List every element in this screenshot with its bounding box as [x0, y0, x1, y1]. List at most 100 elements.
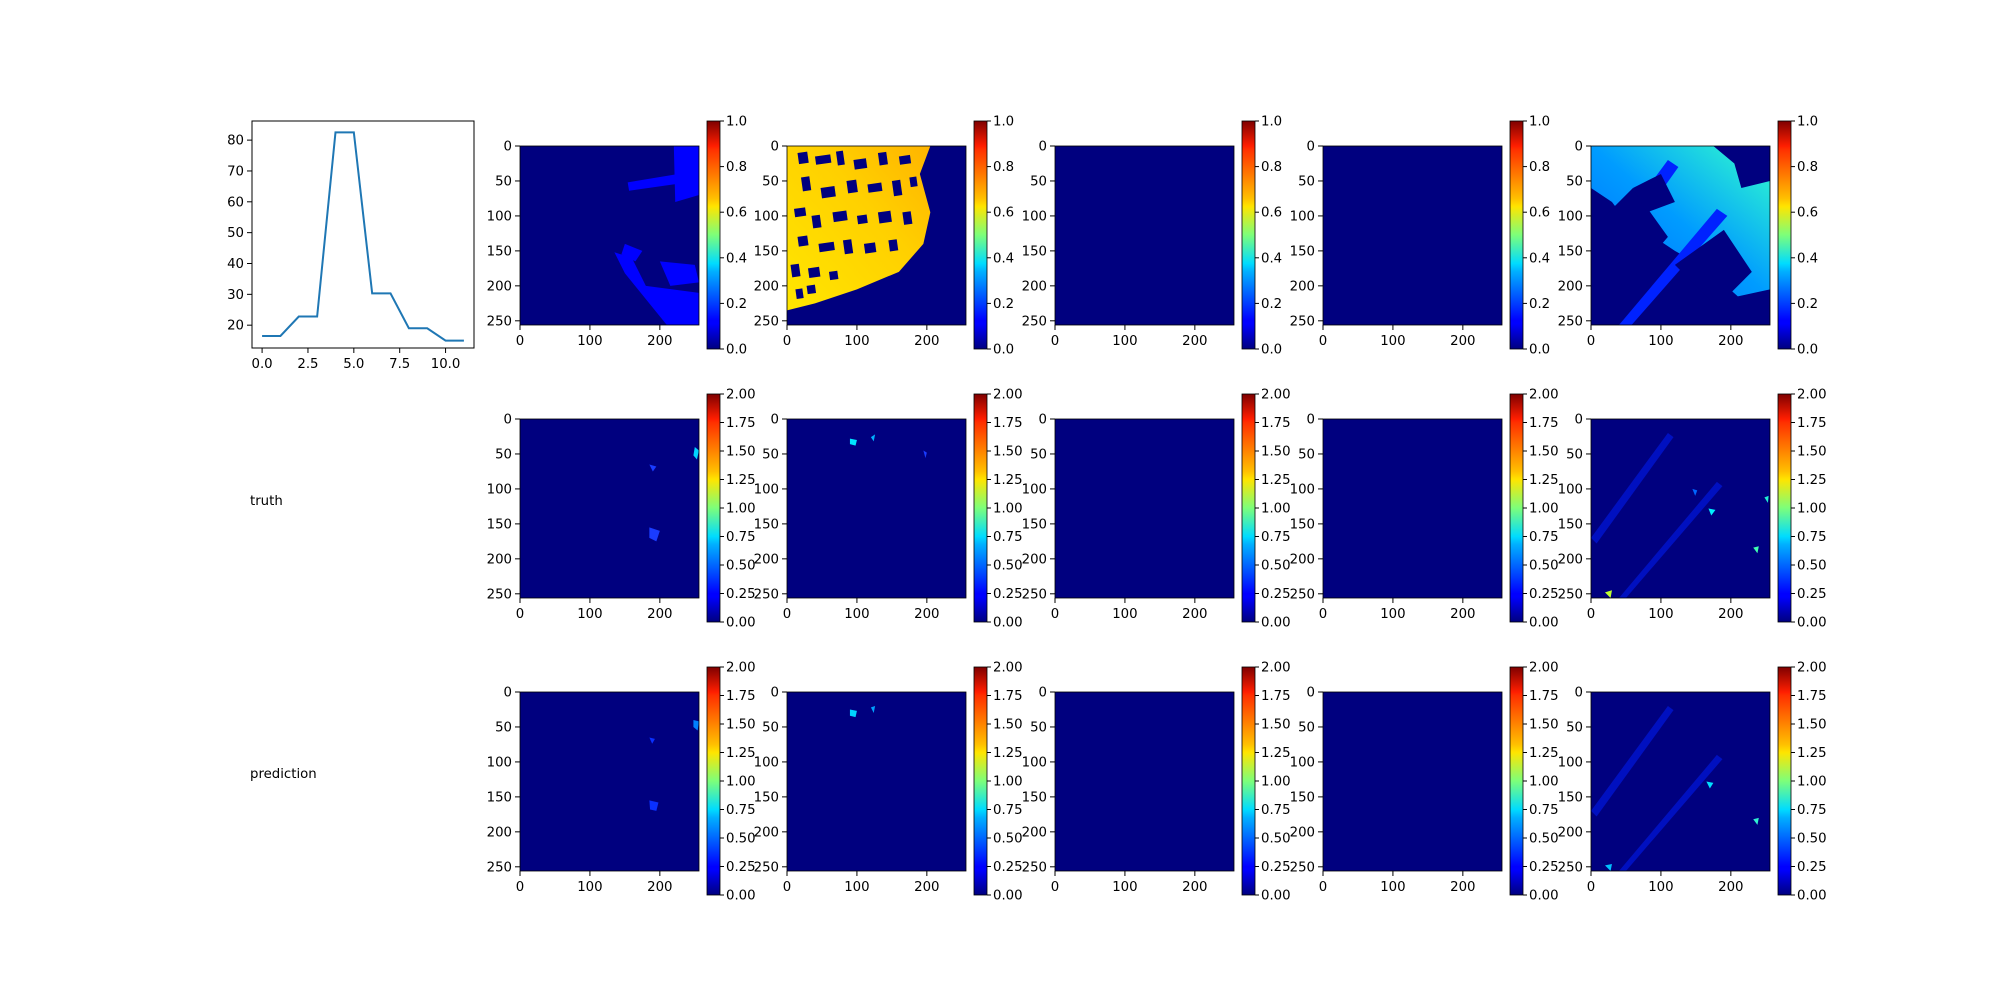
y-tick-label: 50 [762, 447, 779, 462]
y-tick-label: 200 [487, 825, 512, 840]
y-tick-label: 200 [754, 825, 779, 840]
y-tick-label: 50 [495, 174, 512, 189]
building-footprint [800, 176, 812, 192]
x-tick-label: 0 [783, 607, 791, 622]
colorbar-tick-label: 1.00 [1529, 775, 1559, 790]
heatmap-panel: 0 100 200 0 50 100 150 200 250 0.00 0.25 0.50 0.75 1.… [1290, 388, 1559, 631]
y-tick-label: 50 [1030, 174, 1047, 189]
y-tick-label: 150 [487, 244, 512, 259]
colorbar-tick-label: 0.50 [993, 832, 1023, 847]
y-tick-label: 20 [227, 319, 244, 334]
colorbar-tick-label: 0.50 [993, 559, 1023, 574]
x-tick-label: 200 [1450, 334, 1475, 349]
building-footprint [790, 263, 801, 278]
colorbar-tick-label: 1.50 [1261, 445, 1291, 460]
x-tick-label: 200 [1182, 880, 1207, 895]
colorbar-tick-label: 1.25 [726, 746, 756, 761]
heatmap-panel: 0 100 200 0 50 100 150 200 250 0.00 0.25 0.50 0.75 1.… [1290, 661, 1559, 904]
building-footprint [828, 270, 839, 281]
building-footprint [867, 182, 883, 193]
heatmap-frame [1054, 145, 1235, 326]
y-tick-label: 200 [487, 552, 512, 567]
hotspot [649, 464, 657, 472]
x-tick-label: 0 [1319, 880, 1327, 895]
heatmap-image [1323, 146, 1502, 325]
colorbar-tick-label: 2.00 [726, 388, 756, 403]
y-tick-label: 0 [1307, 140, 1315, 155]
colorbar-tick-label: 0.75 [993, 530, 1023, 545]
hotspot [1764, 495, 1769, 503]
y-tick-label: 200 [1558, 279, 1583, 294]
y-tick-label: 50 [495, 447, 512, 462]
colorbar [1777, 120, 1792, 350]
heatmap-frame [1322, 418, 1503, 599]
heatmap-panel: 0 100 200 0 50 100 150 200 250 0.00 0.25 0.50 0.75 1.… [1022, 661, 1291, 904]
x-tick-label: 200 [1182, 607, 1207, 622]
x-tick-label: 100 [1380, 334, 1405, 349]
y-tick-label: 150 [1558, 790, 1583, 805]
y-tick-label: 150 [1558, 517, 1583, 532]
y-tick-label: 200 [1558, 825, 1583, 840]
building-footprint [807, 266, 821, 279]
colorbar-tick-label: 0.25 [1529, 860, 1559, 875]
y-tick-label: 60 [227, 195, 244, 210]
x-tick-label: 200 [1182, 334, 1207, 349]
y-tick-label: 250 [1022, 314, 1047, 329]
colorbar [706, 666, 721, 896]
colorbar-tick-label: 2.00 [1529, 661, 1559, 676]
colorbar-tick-label: 0.25 [1797, 587, 1827, 602]
region-shape [1591, 705, 1674, 817]
colorbar [1241, 393, 1256, 623]
colorbar-tick-label: 0.2 [993, 297, 1014, 312]
colorbar-tick-label: 1.75 [726, 689, 756, 704]
building-footprint [877, 210, 892, 224]
colorbar-tick-label: 1.75 [1797, 416, 1827, 431]
x-tick-label: 100 [1112, 334, 1137, 349]
colorbar [973, 393, 988, 623]
building-footprint [856, 214, 868, 225]
heatmap-image [520, 692, 699, 871]
y-tick-label: 200 [1022, 552, 1047, 567]
heatmap-content [849, 434, 927, 459]
heatmap-image [1323, 692, 1502, 871]
colorbar-tick-label: 1.50 [1797, 445, 1827, 460]
x-tick-label: 0 [1051, 607, 1059, 622]
colorbar [973, 666, 988, 896]
y-tick-label: 50 [1298, 720, 1315, 735]
building-footprint [806, 284, 817, 295]
region-shape [659, 261, 699, 286]
y-tick-label: 250 [754, 587, 779, 602]
hotspot [1692, 488, 1698, 496]
colorbar-tick-label: 0.75 [726, 803, 756, 818]
colorbar-tick-label: 1.00 [993, 775, 1023, 790]
y-tick-label: 50 [762, 720, 779, 735]
colorbar-tick-label: 1.75 [993, 689, 1023, 704]
colorbar-tick-label: 0.00 [1797, 616, 1827, 631]
x-tick-label: 200 [1718, 334, 1743, 349]
colorbar-tick-label: 0.0 [1797, 343, 1818, 358]
colorbar [1241, 666, 1256, 896]
colorbar-tick-label: 1.75 [993, 416, 1023, 431]
colorbar [706, 120, 721, 350]
region-shape [1618, 481, 1723, 598]
y-tick-label: 250 [487, 587, 512, 602]
colorbar-tick-label: 0.2 [1261, 297, 1282, 312]
x-tick-label: 0 [516, 880, 524, 895]
y-tick-label: 50 [1030, 720, 1047, 735]
y-tick-label: 50 [762, 174, 779, 189]
y-tick-label: 0 [1575, 686, 1583, 701]
x-tick-label: 0 [1051, 334, 1059, 349]
region-shape [621, 243, 643, 262]
x-tick-label: 100 [844, 334, 869, 349]
colorbar-tick-label: 2.00 [726, 661, 756, 676]
colorbar [1777, 666, 1792, 896]
y-tick-label: 150 [754, 517, 779, 532]
colorbar-tick-label: 0.00 [1261, 616, 1291, 631]
colorbar-tick-label: 0.0 [993, 343, 1014, 358]
colorbar-tick-label: 0.25 [1797, 860, 1827, 875]
colorbar-tick-label: 0.6 [726, 206, 747, 221]
y-tick-label: 100 [1558, 755, 1583, 770]
y-tick-label: 150 [1022, 244, 1047, 259]
building-footprint [902, 211, 913, 225]
x-tick-label: 100 [844, 607, 869, 622]
